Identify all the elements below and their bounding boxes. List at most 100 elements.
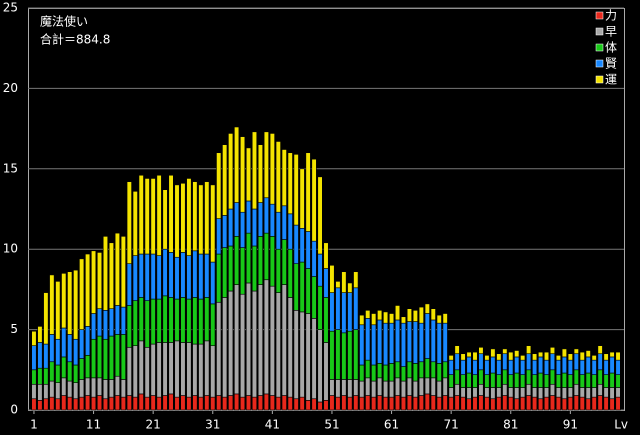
bar-segment [132,345,138,398]
bar-segment [418,306,424,324]
bar-segment [311,318,317,400]
bar-segment [353,395,359,411]
bar-segment [49,361,55,382]
bar-segment [96,395,103,411]
bar-segment [293,224,299,264]
bar-segment [400,366,407,382]
bar-segment [67,396,73,411]
bar-segment [365,395,371,411]
bar-segment [430,377,436,396]
bar-segment [347,292,353,332]
bar-segment [573,395,579,411]
bar-segment [198,343,204,398]
bar-segment [394,361,401,379]
legend-label: 早 [605,25,617,39]
bar-segment [144,396,150,411]
bar-segment [120,236,126,308]
bar-segment [269,285,275,396]
bar-segment [162,295,168,343]
bar-segment [388,363,395,382]
bar-segment [353,329,359,380]
bar-segment [263,279,269,395]
bar-segment [359,380,365,398]
bar-segment [353,287,359,330]
bar-segment [126,181,132,264]
bar-segment [502,348,508,355]
bar-segment [156,342,162,398]
bar-segment [168,297,174,343]
bar-segment [573,369,579,385]
bar-segment [496,374,502,388]
bar-segment [585,350,591,358]
bar-segment [257,395,264,411]
bar-segment [114,334,120,377]
bar-segment [73,364,79,383]
bar-segment [472,359,478,375]
bar-segment [537,356,544,374]
bar-segment [371,364,377,382]
bar-segment [454,353,460,371]
bar-segment [275,292,281,398]
bar-segment [180,297,186,343]
bar-segment [436,314,442,324]
bar-segment [138,253,144,298]
bar-segment [257,202,264,237]
bar-segment [299,227,305,263]
bar-segment [245,395,252,411]
bar-segment [180,342,186,396]
chart-subtitle: 合計＝884.8 [40,32,110,47]
bar-segment [418,395,424,411]
bar-segment [67,380,73,398]
bar-segment [222,247,228,298]
bar-segment [317,329,323,403]
bar-segment [108,308,115,337]
bar-segment [597,345,603,355]
bar-segment [484,355,490,361]
bar-segment [543,351,550,361]
bar-segment [198,184,204,255]
bar-segment [394,377,401,396]
bar-segment [251,245,258,292]
bar-segment [299,261,305,313]
bar-segment [478,369,484,385]
bar-segment [454,395,460,411]
bar-segment [460,374,466,388]
bar-segment [537,398,544,411]
bar-segment [162,248,168,297]
bar-segment [73,398,79,411]
bar-segment [114,375,120,396]
bar-segment [180,182,186,253]
bar-segment [287,152,293,215]
bar-segment [234,126,240,203]
bar-segment [61,327,67,358]
bar-segment [406,308,413,322]
bar-segment [371,396,377,411]
bar-segment [454,345,460,355]
bar-segment [90,377,97,398]
x-tick-label: 1 [30,418,38,432]
bar-segment [353,271,359,289]
bar-segment [43,367,49,385]
bar-segment [37,326,43,343]
bar-segment [442,361,448,379]
bar-segment [353,379,359,396]
bar-segment [228,395,234,411]
bar-segment [269,133,275,205]
bar-segment [442,322,448,363]
bar-segment [526,395,532,411]
bar-segment [597,369,603,385]
bar-segment [526,345,532,355]
bar-segment [156,255,162,300]
legend-label: 運 [605,73,617,87]
bar-segment [317,401,323,411]
bar-segment [186,342,192,398]
bar-segment [567,387,573,398]
bar-segment [502,383,508,396]
bar-segment [174,184,180,258]
bar-segment [168,393,174,411]
x-tick-label: 71 [444,418,459,432]
bar-segment [67,271,73,335]
bar-segment [210,261,216,305]
bar-segment [67,361,73,382]
bar-segment [514,387,520,400]
